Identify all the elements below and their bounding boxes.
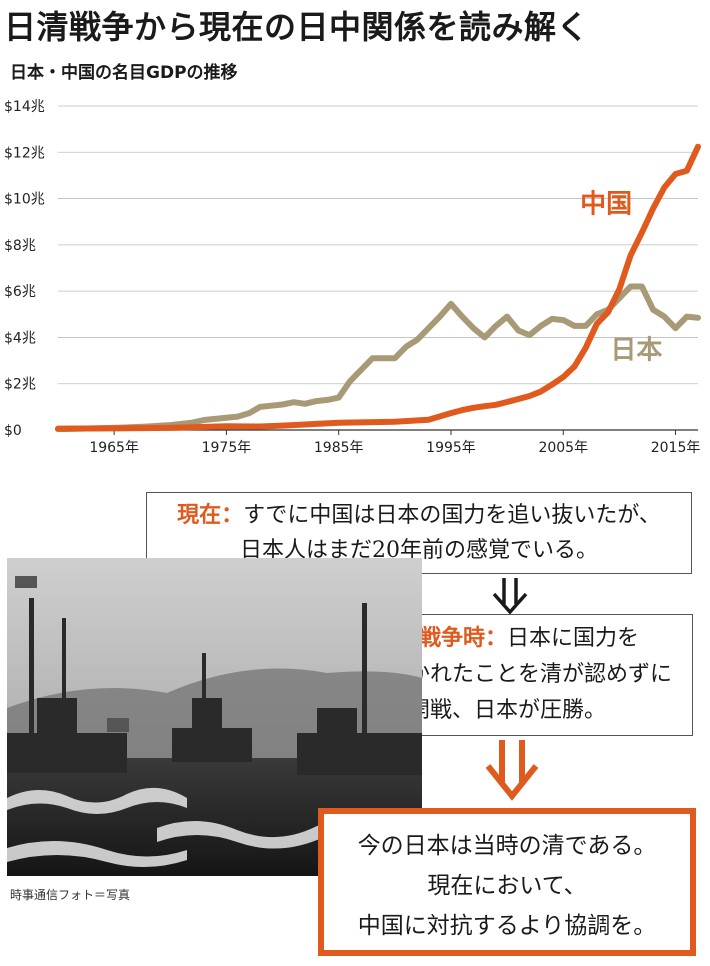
x-tick-label: 1995年 [426, 440, 476, 456]
series-line-japan [55, 283, 701, 433]
down-arrow-black-icon [492, 578, 528, 615]
japan-series-label: 日本 [610, 335, 662, 365]
x-tick-label: 1975年 [202, 440, 252, 456]
x-tick-label: 1985年 [314, 440, 364, 456]
y-tick-label: $6兆 [4, 284, 36, 300]
x-tick-label: 2005年 [538, 440, 588, 456]
y-tick-label: $10兆 [4, 192, 45, 208]
x-tick-label: 2015年 [651, 440, 701, 456]
y-tick-label: $8兆 [4, 238, 36, 254]
series-line-china [55, 143, 701, 432]
y-tick-label: $2兆 [4, 377, 36, 393]
conclusion-line-2: 現在において、 [427, 873, 587, 899]
y-tick-label: $0 [4, 423, 22, 439]
gdp-line-chart: $0 $2兆 $4兆 $6兆 $8兆 $10兆 $12兆 $14兆 1965年 1975年 198… [4, 99, 701, 456]
war-line-3: 開戦、日本が圧勝。 [407, 698, 606, 723]
y-tick-label: $4兆 [4, 330, 36, 346]
page-title: 日清戦争から現在の日中関係を読み解く [4, 8, 590, 46]
china-series-label: 中国 [580, 189, 632, 219]
war-line-1: 日本に国力を [507, 626, 640, 651]
present-line-1: すでに中国は日本の国力を追い抜いたが、 [243, 503, 661, 528]
present-lead: 現在： [177, 503, 244, 528]
x-tick-label: 1965年 [89, 440, 139, 456]
y-tick-label: $12兆 [4, 145, 45, 161]
conclusion-line-1: 今の日本は当時の清である。 [357, 833, 657, 859]
down-arrow-orange-icon [485, 740, 539, 801]
conclusion-box: 今の日本は当時の清である。 現在において、 中国に対抗するより協調を。 [318, 808, 696, 956]
chart-subtitle: 日本・中国の名目GDPの推移 [10, 63, 238, 83]
y-tick-label: $14兆 [4, 99, 45, 115]
conclusion-line-3: 中国に対抗するより協調を。 [357, 913, 657, 939]
photo-caption: 時事通信フォト＝写真 [10, 888, 131, 902]
